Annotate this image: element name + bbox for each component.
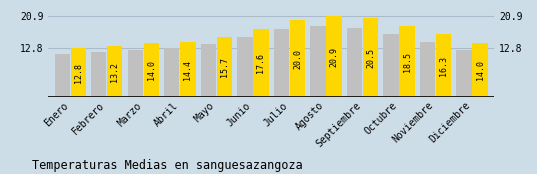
Bar (107, 46, 122, 97)
Text: 20.5: 20.5 (366, 48, 375, 68)
Bar (253, 29, 268, 97)
Bar (326, 16, 342, 97)
Bar (201, 44, 216, 97)
Bar (473, 43, 488, 97)
Bar (164, 48, 179, 97)
Bar (217, 37, 232, 97)
Bar (71, 48, 86, 97)
Text: 14.0: 14.0 (147, 60, 156, 80)
Text: 13.2: 13.2 (110, 62, 119, 82)
Text: 20.9: 20.9 (330, 47, 338, 67)
Text: Temperaturas Medias en sanguesazangoza: Temperaturas Medias en sanguesazangoza (32, 159, 303, 172)
Bar (310, 26, 325, 97)
Bar (363, 18, 378, 97)
Text: 12.8: 12.8 (74, 63, 83, 83)
Text: 18.5: 18.5 (403, 52, 411, 72)
Text: 16.3: 16.3 (439, 56, 448, 76)
Bar (237, 37, 252, 97)
Bar (383, 34, 398, 97)
Text: 15.7: 15.7 (220, 57, 229, 77)
Bar (128, 50, 143, 97)
Bar (274, 29, 289, 97)
Text: 14.4: 14.4 (184, 60, 192, 80)
Bar (436, 34, 451, 97)
Bar (420, 42, 435, 97)
Bar (347, 27, 362, 97)
Bar (290, 20, 305, 97)
Bar (55, 54, 70, 97)
Bar (91, 52, 106, 97)
Text: 14.0: 14.0 (476, 60, 485, 80)
Bar (180, 42, 195, 97)
Bar (456, 50, 472, 97)
Bar (144, 43, 159, 97)
Text: 20.0: 20.0 (293, 49, 302, 69)
Bar (400, 26, 415, 97)
Text: 17.6: 17.6 (257, 53, 265, 73)
